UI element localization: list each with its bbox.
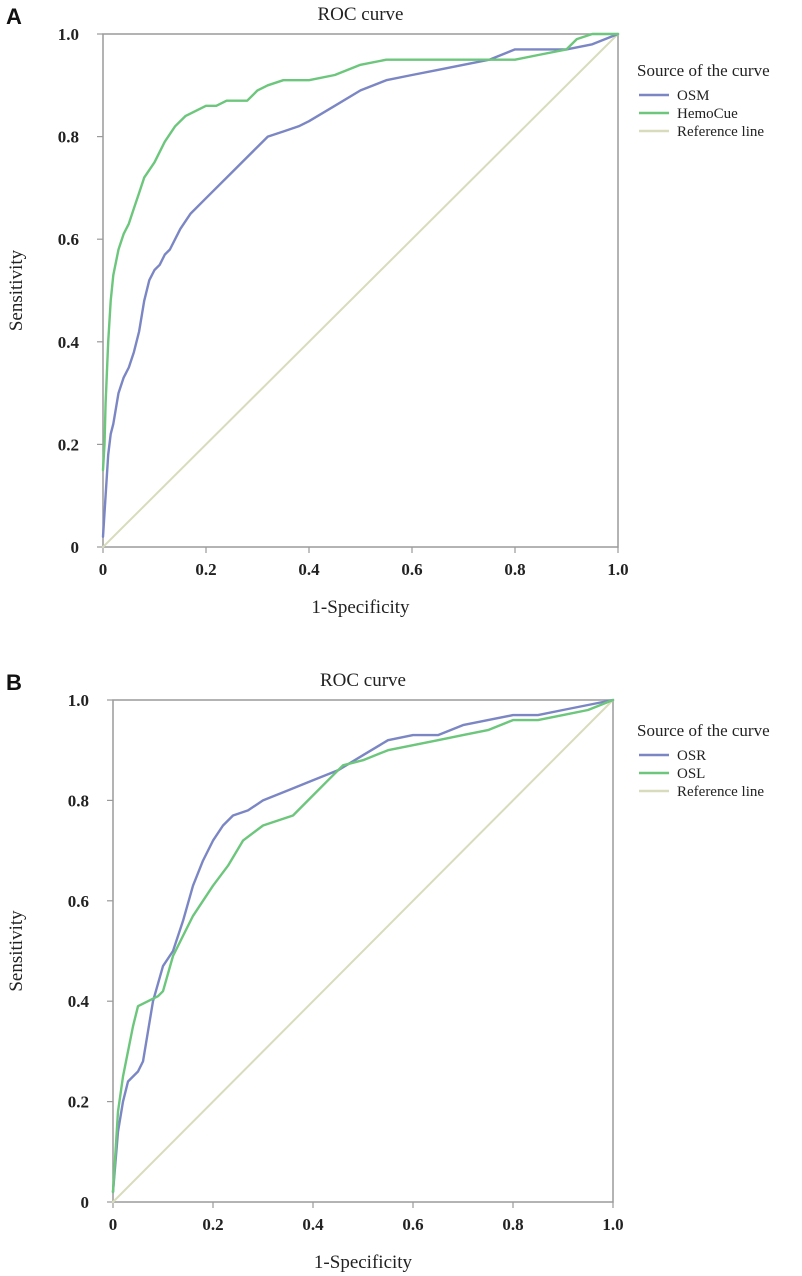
chart-title: ROC curve bbox=[320, 670, 406, 691]
y-tick-label: 0.8 bbox=[58, 128, 79, 147]
x-tick-label: 1.0 bbox=[602, 1215, 623, 1234]
legend-label-hemocue: HemoCue bbox=[677, 106, 738, 122]
legend-title: Source of the curve bbox=[637, 721, 770, 740]
x-tick-label: 0.4 bbox=[298, 560, 320, 579]
series-line-osl bbox=[111, 698, 615, 1194]
x-tick-label: 0.8 bbox=[504, 560, 525, 579]
series-line-reference-line bbox=[112, 699, 614, 1203]
legend-label-reference-line: Reference line bbox=[677, 124, 764, 140]
legend-label-reference-line: Reference line bbox=[677, 784, 764, 800]
y-tick-label: 1.0 bbox=[58, 25, 79, 44]
panel-label: A bbox=[6, 4, 22, 29]
y-tick-label: 0.2 bbox=[58, 435, 79, 454]
y-tick-label: 0.6 bbox=[58, 230, 79, 249]
axis-ticks: 0 0.2 0.4 0.6 0.8 1.0 0 0.2 0.4 0.6 0.8 1.0 bbox=[58, 25, 629, 579]
plot-frame bbox=[102, 33, 619, 548]
axis-ticks: 0 0.2 0.4 0.6 0.8 1.0 0 0.2 0.4 0.6 0.8 1.0 bbox=[68, 691, 624, 1234]
x-tick-label: 0 bbox=[109, 1215, 118, 1234]
y-tick-label: 0.4 bbox=[68, 992, 90, 1011]
series-line-reference-line bbox=[102, 33, 619, 548]
y-tick-label: 1.0 bbox=[68, 691, 89, 710]
legend-label-osl: OSL bbox=[677, 766, 705, 782]
panel-label: B bbox=[6, 670, 22, 695]
y-tick-label: 0.4 bbox=[58, 333, 80, 352]
x-tick-label: 0.4 bbox=[302, 1215, 324, 1234]
y-axis-label: Sensitivity bbox=[6, 910, 27, 992]
plot-frame bbox=[112, 699, 614, 1203]
legend-label-osr: OSR bbox=[677, 748, 706, 764]
legend-label-osm: OSM bbox=[677, 88, 710, 104]
x-tick-label: 1.0 bbox=[607, 560, 628, 579]
x-tick-label: 0.2 bbox=[195, 560, 216, 579]
legend: Source of the curve OSM HemoCue Reference l… bbox=[637, 61, 770, 140]
roc-panel-a: A ROC curve 0 0.2 0.4 0.6 0.8 1.0 0 0.2 0.4 0.6 0.8 1… bbox=[6, 4, 770, 618]
x-tick-label: 0.2 bbox=[202, 1215, 223, 1234]
x-axis-label: 1-Specificity bbox=[311, 597, 410, 618]
x-tick-label: 0.6 bbox=[401, 560, 422, 579]
legend: Source of the curve OSR OSL Reference line bbox=[637, 721, 770, 800]
roc-panel-b: B ROC curve 0 0.2 0.4 0.6 0.8 1.0 0 0.2 0.4 0.6 0.8 1… bbox=[6, 670, 770, 1273]
series-line-osr bbox=[111, 698, 615, 1194]
x-tick-label: 0.6 bbox=[402, 1215, 423, 1234]
x-tick-label: 0.8 bbox=[502, 1215, 523, 1234]
chart-title: ROC curve bbox=[317, 4, 403, 25]
y-axis-label: Sensitivity bbox=[6, 249, 27, 331]
y-tick-label: 0.2 bbox=[68, 1093, 89, 1112]
y-tick-label: 0.6 bbox=[68, 892, 89, 911]
x-tick-label: 0 bbox=[99, 560, 108, 579]
x-axis-label: 1-Specificity bbox=[314, 1252, 413, 1273]
y-tick-label: 0 bbox=[81, 1193, 90, 1212]
y-tick-label: 0.8 bbox=[68, 791, 89, 810]
legend-title: Source of the curve bbox=[637, 61, 770, 80]
y-tick-label: 0 bbox=[71, 538, 80, 557]
series-line-osm bbox=[101, 32, 620, 538]
series-line-hemocue bbox=[101, 32, 620, 472]
